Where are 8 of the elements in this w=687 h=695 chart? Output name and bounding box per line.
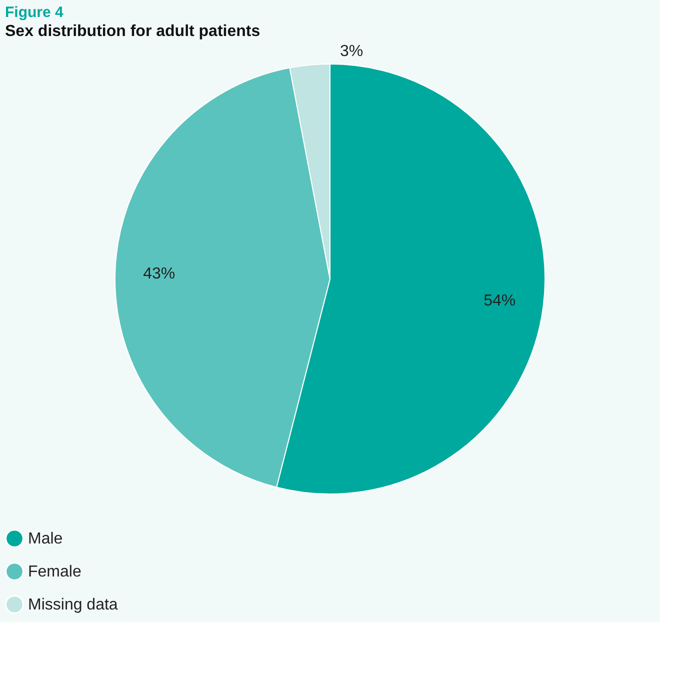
chart-title: Figure 4 xyxy=(5,4,64,22)
data-label: 3% xyxy=(340,43,364,60)
legend-label: Female xyxy=(28,564,82,580)
data-label: 43% xyxy=(143,266,176,283)
data-label: 54% xyxy=(484,292,516,310)
legend-label: Missing data xyxy=(28,596,118,614)
legend-label: Male xyxy=(28,530,63,548)
chart-subtitle: Sex distribution for adult patients xyxy=(5,23,260,40)
